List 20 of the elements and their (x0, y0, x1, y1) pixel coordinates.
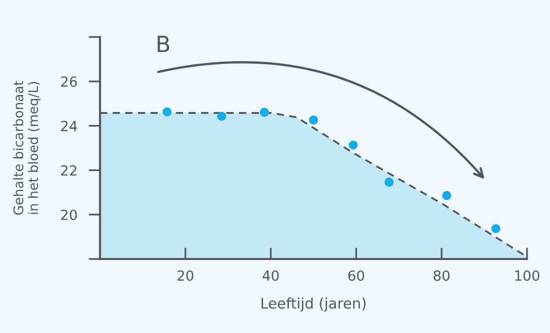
point (442, 191, 452, 200)
point (384, 178, 394, 187)
x-tick-label: 60 (348, 270, 364, 281)
y-tick-label: 26 (61, 76, 77, 87)
y-tick-label: 24 (61, 120, 77, 132)
point (217, 112, 226, 121)
y-tick-label: 20 (61, 210, 77, 220)
x-tick-label: 80 (434, 270, 450, 281)
x-tick-label: 20 (178, 270, 194, 281)
annotation: B (158, 36, 170, 52)
y-tick-label: 22 (61, 165, 76, 176)
x-axis-title: Leeftijd (jaren) (262, 297, 366, 312)
point (348, 140, 358, 150)
x-tick-label: 100 (515, 270, 540, 281)
point (491, 224, 500, 234)
point (162, 107, 172, 116)
point (309, 116, 318, 125)
x-tick-label: 40 (262, 270, 279, 281)
point (260, 108, 269, 117)
y-axis-title: Gehalte bicarbonaat in het bloed (meq/L) (13, 80, 41, 215)
